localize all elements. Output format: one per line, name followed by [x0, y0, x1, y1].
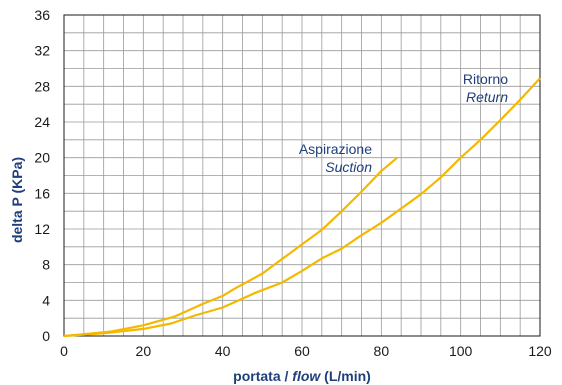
grid	[63, 14, 541, 337]
series-label-return: Return	[466, 89, 508, 105]
x-tick-label: 100	[449, 343, 473, 359]
y-tick-label: 4	[42, 292, 50, 308]
x-tick-label: 0	[60, 343, 68, 359]
x-axis-title-italic: flow	[292, 368, 321, 384]
x-tick-label: 20	[136, 343, 152, 359]
x-axis-ticks: 0 20 40 60 80 100 120	[60, 343, 552, 359]
x-axis-title-main: portata /	[233, 368, 292, 384]
x-tick-label: 120	[528, 343, 552, 359]
series-line-aspirazione	[63, 156, 398, 338]
x-axis-title-unit: (L/min)	[320, 368, 371, 384]
series-line-ritorno	[63, 77, 541, 338]
series-label-ritorno: Ritorno	[463, 71, 508, 87]
x-tick-label: 60	[294, 343, 310, 359]
y-axis-ticks: 0 4 8 12 16 20 24 28 32 36	[34, 7, 50, 344]
series-lines	[63, 77, 541, 338]
series-label-aspirazione: Aspirazione	[299, 141, 372, 157]
y-tick-label: 28	[34, 78, 50, 94]
x-tick-label: 80	[374, 343, 390, 359]
y-tick-label: 12	[34, 221, 50, 237]
y-tick-label: 32	[34, 43, 50, 59]
series-label-suction: Suction	[325, 159, 372, 175]
y-tick-label: 16	[34, 185, 50, 201]
plot-frame	[63, 14, 541, 337]
y-axis-title: delta P (KPa)	[9, 157, 25, 243]
y-tick-label: 36	[34, 7, 50, 23]
y-tick-label: 24	[34, 114, 50, 130]
x-axis-title: portata / flow (L/min)	[233, 368, 371, 384]
y-tick-label: 8	[42, 257, 50, 273]
y-tick-label: 0	[42, 328, 50, 344]
x-tick-label: 40	[215, 343, 231, 359]
y-tick-label: 20	[34, 150, 50, 166]
